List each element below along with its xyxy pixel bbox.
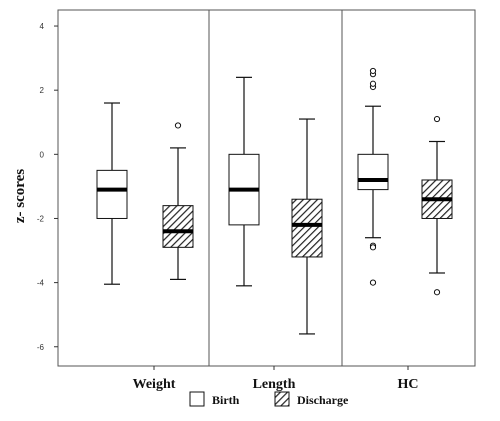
box-iqr: [162, 205, 194, 248]
outlier-point: [369, 67, 377, 75]
box-iqr: [357, 153, 389, 191]
x-category-label: Length: [253, 377, 296, 392]
legend-label-discharge: Discharge: [297, 393, 349, 407]
y-tick-label: 2: [40, 86, 45, 95]
y-tick-label: 0: [40, 150, 45, 159]
legend: Birth Discharge: [189, 391, 349, 407]
box-discharge-weight: [162, 122, 194, 281]
box-birth-length: [228, 76, 260, 287]
plot-frame: [57, 9, 476, 367]
legend-swatch-discharge: [274, 391, 290, 407]
outlier-point: [174, 122, 182, 129]
y-tick-label: -4: [37, 279, 45, 288]
x-category-label: HC: [398, 377, 419, 392]
outlier-point: [369, 279, 377, 286]
box-iqr: [96, 169, 128, 219]
outlier-point: [433, 115, 441, 123]
plot-area: -6 -4 -2 0 2 4 Weight Length HC: [37, 9, 476, 392]
y-tick-label: 4: [40, 22, 45, 31]
legend-label-birth: Birth: [212, 393, 240, 407]
outlier-point: [369, 244, 377, 251]
outlier-point: [369, 80, 377, 87]
y-tick-label: -2: [37, 214, 45, 223]
y-axis-label: z- scores: [12, 169, 28, 223]
legend-swatch-birth: [189, 391, 205, 407]
box-iqr: [291, 198, 323, 258]
box-birth-weight: [96, 102, 128, 285]
box-discharge-length: [291, 118, 323, 335]
box-discharge-hc: [421, 115, 453, 296]
x-category-label: Weight: [133, 377, 176, 392]
y-tick-label: -6: [37, 343, 45, 352]
outlier-point: [433, 289, 441, 296]
box-birth-hc: [357, 67, 389, 286]
